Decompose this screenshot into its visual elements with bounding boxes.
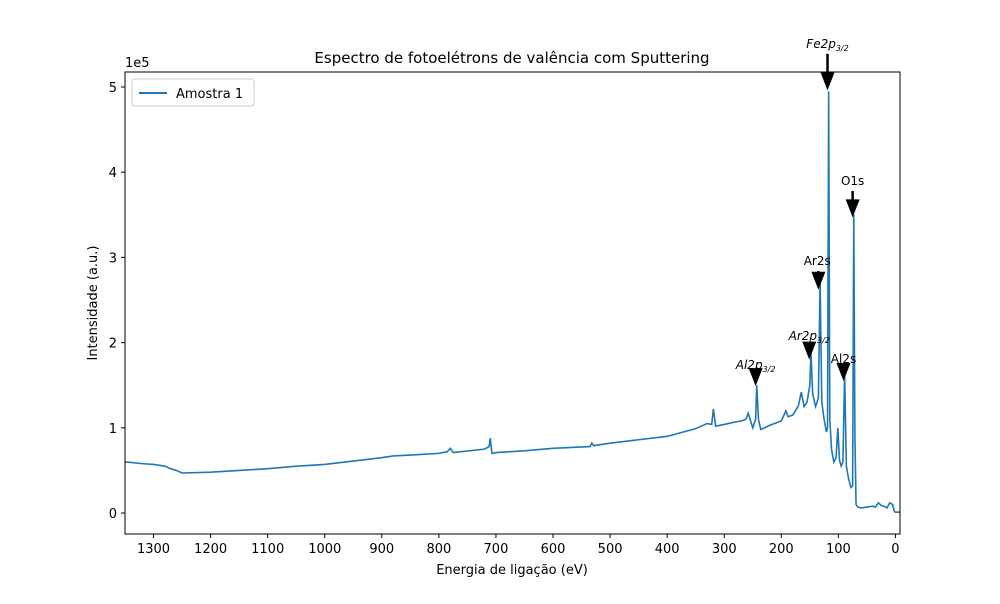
annotation-text: O1s [841, 174, 864, 188]
x-tick-label: 700 [484, 542, 509, 557]
x-tick-label: 0 [891, 542, 899, 557]
annotation-label: Al2p3/2 [735, 358, 776, 374]
annotation-text: Fe2p [806, 37, 836, 51]
x-tick-label: 200 [769, 542, 794, 557]
x-tick-label: 300 [712, 542, 737, 557]
chart-title: Espectro de fotoelétrons de valência com… [314, 49, 709, 67]
annotation-label: Fe2p3/2 [806, 37, 848, 53]
plot-frame [124, 71, 901, 535]
x-tick-label: 800 [426, 542, 451, 557]
annotation-arrow-head [811, 271, 826, 290]
y-axis-label: Intensidade (a.u.) [86, 245, 101, 360]
annotation-text: Ar2p [788, 329, 818, 343]
y-tick-label: 3 [109, 251, 117, 266]
y-tick-label: 2 [109, 337, 117, 352]
annotation-label: O1s [841, 174, 864, 188]
y-tick-label: 1 [109, 422, 117, 437]
x-tick-label: 500 [598, 542, 623, 557]
annotation-text: Ar2s [804, 254, 831, 268]
x-tick-label: 900 [369, 542, 394, 557]
y-tick-label: 5 [109, 81, 117, 96]
x-tick-label: 400 [655, 542, 680, 557]
annotation-subscript: 3/2 [817, 336, 830, 345]
y-tick-label: 0 [109, 507, 117, 522]
annotation-subscript: 3/2 [836, 44, 849, 53]
annotation-arrow-head [845, 199, 860, 218]
annotation-label: Ar2s [804, 254, 831, 268]
y-tick-label: 4 [109, 166, 117, 181]
legend: Amostra 1 [131, 78, 255, 107]
legend-label: Amostra 1 [176, 87, 243, 102]
annotation-arrow-head [836, 362, 851, 381]
data-line [125, 91, 900, 513]
y-offset-label: 1e5 [125, 56, 150, 71]
annotation-text: Al2p [735, 358, 763, 372]
legend-box [131, 78, 255, 107]
x-tick-label: 100 [826, 542, 851, 557]
x-tick-label: 1100 [251, 542, 284, 557]
annotation-subscript: 3/2 [763, 365, 776, 374]
annotation-label: Al2s [831, 352, 856, 366]
x-tick-label: 1300 [137, 542, 170, 557]
annotation-arrow-head [748, 368, 763, 387]
x-axis-label: Energia de ligação (eV) [436, 563, 588, 578]
annotation-arrow-head [802, 341, 817, 360]
annotation-arrow-head [820, 72, 835, 91]
x-tick-label: 1000 [308, 542, 341, 557]
x-tick-label: 600 [541, 542, 566, 557]
annotation-label: Ar2p3/2 [788, 329, 830, 345]
x-tick-label: 1200 [194, 542, 227, 557]
annotation-text: Al2s [831, 352, 856, 366]
